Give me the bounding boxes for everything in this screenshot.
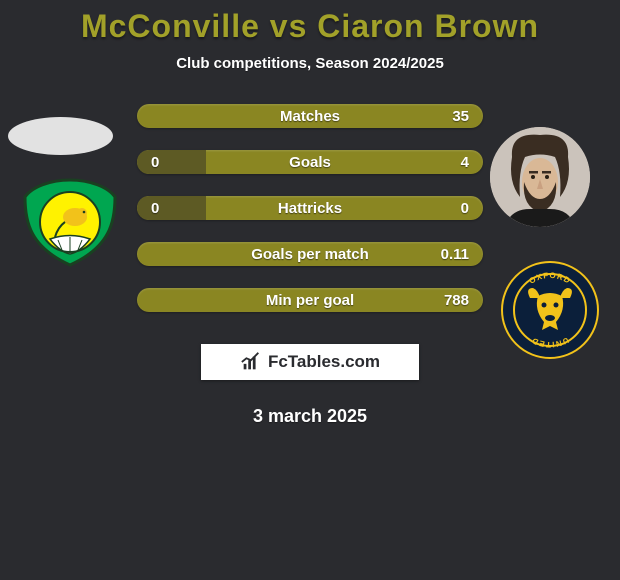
stat-row: Min per goal 788 <box>137 288 483 312</box>
stat-label: Hattricks <box>278 200 342 217</box>
stat-left-value: 0 <box>151 200 159 217</box>
stat-row: 0 Hattricks 0 <box>137 196 483 220</box>
stat-label: Min per goal <box>266 292 354 309</box>
left-player-avatar <box>8 117 113 155</box>
stat-label: Matches <box>280 108 340 125</box>
stat-right-value: 35 <box>452 108 469 125</box>
stat-row: Goals per match 0.11 <box>137 242 483 266</box>
right-club-badge: OXFORD UNITED <box>500 260 600 360</box>
stat-right-value: 0.11 <box>441 246 469 263</box>
stat-right-value: 4 <box>461 154 469 171</box>
stat-row: 0 Goals 4 <box>137 150 483 174</box>
chart-icon <box>240 351 262 373</box>
right-player-avatar <box>490 127 590 227</box>
footer-date: 3 march 2025 <box>0 406 620 427</box>
stat-label: Goals per match <box>251 246 369 263</box>
branding-badge: FcTables.com <box>201 344 419 380</box>
page-title: McConville vs Ciaron Brown <box>0 0 620 45</box>
left-club-badge <box>20 177 120 267</box>
branding-text: FcTables.com <box>268 352 380 372</box>
stat-right-value: 0 <box>461 200 469 217</box>
stat-right-value: 788 <box>444 292 469 309</box>
stat-row: Matches 35 <box>137 104 483 128</box>
stat-left-value: 0 <box>151 154 159 171</box>
stat-label: Goals <box>289 154 331 171</box>
subtitle: Club competitions, Season 2024/2025 <box>0 55 620 72</box>
